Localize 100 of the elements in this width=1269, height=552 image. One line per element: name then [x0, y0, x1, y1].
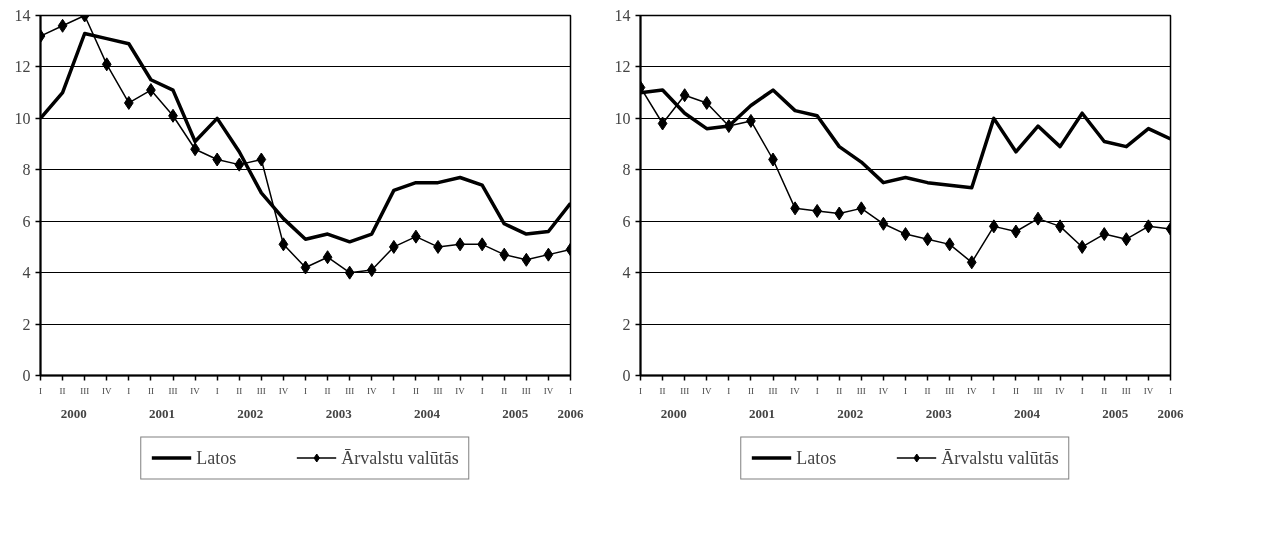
- point: [256, 152, 267, 167]
- x-tick-label: I: [727, 385, 731, 396]
- x-tick-label: I: [215, 385, 219, 396]
- point: [900, 227, 911, 242]
- x-tick-label: II: [501, 385, 508, 396]
- text: 2000: [60, 405, 87, 421]
- text: 2005: [1102, 405, 1129, 421]
- y-tick-label: 14: [614, 7, 631, 24]
- x-tick-label: I: [480, 385, 484, 396]
- x-tick-label: I: [815, 385, 819, 396]
- x-tick-label: II: [1101, 385, 1108, 396]
- legend-label: Ārvalstu valūtās: [341, 447, 459, 468]
- x-tick-label: I: [639, 385, 642, 396]
- point: [944, 237, 955, 252]
- text: 2001: [748, 405, 775, 421]
- text: 2001: [148, 405, 175, 421]
- y-tick-label: 2: [622, 315, 631, 333]
- text: 2004: [413, 405, 441, 421]
- y-tick-label: 2: [22, 315, 31, 333]
- x-tick-label: I: [1080, 385, 1084, 396]
- point: [966, 255, 977, 270]
- x-tick-label: I: [992, 385, 996, 396]
- x-tick-label: IV: [702, 385, 712, 396]
- point: [1143, 219, 1154, 234]
- x-tick-label: II: [836, 385, 843, 396]
- x-tick-label: III: [768, 385, 778, 396]
- point: [834, 206, 845, 221]
- point: [278, 237, 289, 252]
- x-tick-label: II: [924, 385, 931, 396]
- y-tick-label: 14: [14, 7, 31, 24]
- x-tick-label: III: [168, 385, 178, 396]
- text: 2003: [325, 405, 353, 421]
- text: 2004: [1013, 405, 1041, 421]
- x-tick-label: IV: [190, 385, 201, 396]
- point: [322, 250, 333, 265]
- text: 2000: [660, 405, 687, 421]
- y-tick-label: 0: [622, 367, 631, 384]
- point: [344, 265, 355, 280]
- x-tick-label: II: [59, 385, 66, 396]
- point: [679, 88, 690, 103]
- text: 2006: [557, 405, 584, 421]
- point: [366, 263, 377, 278]
- x-tick-label: II: [747, 385, 754, 396]
- point: [657, 116, 668, 131]
- x-tick-label: I: [569, 385, 572, 396]
- x-tick-label: III: [1033, 385, 1043, 396]
- x-tick-label: IV: [790, 385, 801, 396]
- x-tick-label: II: [324, 385, 331, 396]
- x-tick-label: IV: [367, 385, 377, 396]
- x-tick-label: II: [236, 385, 243, 396]
- y-tick-label: 4: [22, 264, 31, 282]
- point: [543, 247, 554, 262]
- x-tick-label: IV: [278, 385, 289, 396]
- point: [499, 247, 510, 262]
- y-tick-label: 10: [614, 109, 631, 127]
- point: [57, 18, 68, 33]
- text: 2002: [837, 405, 864, 421]
- x-tick-label: III: [80, 385, 90, 396]
- x-tick-label: III: [680, 385, 690, 396]
- x-tick-label: III: [1121, 385, 1131, 396]
- point: [922, 232, 933, 247]
- text: 2005: [502, 405, 529, 421]
- x-tick-label: IV: [102, 385, 112, 396]
- x-tick-label: IV: [1055, 385, 1066, 396]
- x-tick-label: III: [256, 385, 266, 396]
- x-tick-label: IV: [1143, 385, 1154, 396]
- y-tick-label: 12: [614, 58, 631, 76]
- y-tick-label: 10: [14, 109, 31, 127]
- x-tick-label: III: [521, 385, 531, 396]
- x-tick-label: I: [392, 385, 396, 396]
- x-tick-label: IV: [878, 385, 889, 396]
- legend-label: Ārvalstu valūtās: [941, 447, 1059, 468]
- legend-label: Latos: [196, 447, 237, 468]
- x-tick-label: IV: [543, 385, 554, 396]
- x-tick-label: I: [304, 385, 307, 396]
- y-tick-label: 4: [622, 264, 631, 282]
- point: [1121, 232, 1132, 247]
- x-tick-label: II: [659, 385, 666, 396]
- point: [234, 157, 245, 172]
- text: 2003: [925, 405, 953, 421]
- x-tick-label: II: [412, 385, 419, 396]
- y-tick-label: 8: [622, 161, 631, 179]
- point: [701, 95, 712, 110]
- point: [521, 252, 532, 267]
- y-tick-label: 12: [14, 58, 31, 76]
- text: 2002: [237, 405, 264, 421]
- x-tick-label: I: [39, 385, 42, 396]
- x-tick-label: II: [1012, 385, 1019, 396]
- point: [101, 57, 112, 72]
- point: [1099, 227, 1110, 242]
- y-tick-label: 6: [22, 212, 31, 230]
- text: 2006: [1157, 405, 1184, 421]
- x-tick-label: III: [945, 385, 955, 396]
- x-tick-label: III: [433, 385, 443, 396]
- point: [300, 260, 311, 275]
- y-tick-label: 8: [22, 161, 31, 179]
- point: [856, 201, 867, 216]
- legend-label: Latos: [796, 447, 837, 468]
- x-tick-label: II: [147, 385, 154, 396]
- x-tick-label: I: [127, 385, 131, 396]
